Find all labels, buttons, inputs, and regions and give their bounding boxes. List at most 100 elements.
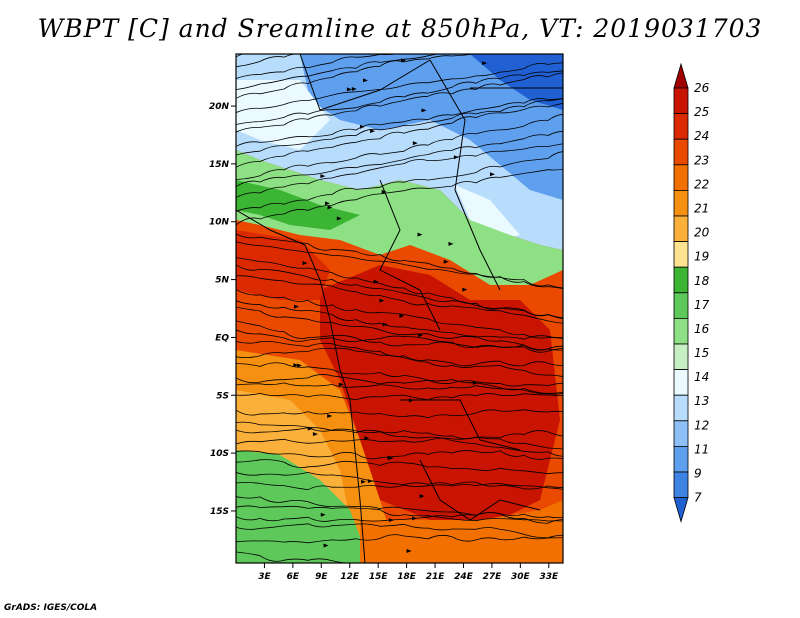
colorbar-swatch [673, 87, 689, 115]
streamline-arrow [362, 78, 368, 83]
colorbar-swatch [673, 266, 689, 294]
darkest-blue-region [470, 54, 563, 110]
lon-tick-label: 12E [340, 572, 360, 582]
colorbar-label: 14 [694, 370, 709, 384]
streamline-arrow [327, 413, 333, 418]
lat-tick-label: 10N [209, 218, 230, 228]
chart-title: WBPT [C] and Sreamline at 850hPa, VT: 20… [37, 14, 763, 43]
streamline-arrow [338, 382, 344, 387]
colorbar-label: 19 [694, 250, 709, 264]
streamline [236, 409, 563, 419]
colorbar-swatch [673, 369, 689, 396]
lon-tick-label: 21E [426, 572, 446, 582]
streamline [236, 130, 563, 188]
streamline [236, 430, 563, 445]
streamline-arrow [327, 205, 333, 210]
streamline [236, 54, 439, 90]
streamline-arrow [361, 479, 367, 484]
streamline [236, 143, 563, 198]
colorbar-label: 11 [694, 442, 709, 456]
streamline [236, 257, 563, 320]
streamline-arrow [399, 313, 405, 318]
streamline-arrow [489, 172, 495, 177]
streamline-arrow [472, 380, 478, 385]
streamline-arrow [379, 298, 385, 303]
colorbar-label: 20 [694, 226, 710, 240]
streamline-arrow [351, 86, 357, 91]
colorbar-label: 25 [694, 105, 709, 119]
lon-tick-label: 27E [483, 572, 503, 582]
green-band [236, 150, 563, 285]
streamline [236, 362, 563, 387]
streamline [236, 241, 563, 289]
streamline [236, 421, 563, 457]
colorbar-label: 26 [694, 81, 710, 95]
lat-tick-label: EQ [215, 333, 229, 343]
colorbar-swatch [673, 189, 689, 217]
streamline-arrow [336, 216, 342, 221]
country-borders [236, 54, 563, 563]
streamline [236, 347, 563, 377]
colorbar-swatch [673, 138, 689, 166]
colorbar-swatch [673, 394, 689, 422]
lon-tick-label: 18E [397, 572, 417, 582]
streamline-arrow [346, 87, 352, 92]
streamline-arrow [373, 279, 379, 284]
streamline-arrow [293, 363, 299, 368]
streamline-arrow [482, 61, 488, 66]
lon-tick-label: 3E [258, 572, 271, 582]
streamline [236, 97, 563, 147]
colorbar-label: 17 [694, 298, 710, 312]
streamline [236, 427, 563, 450]
streamlines [236, 54, 563, 563]
green-dark [236, 180, 360, 230]
streamline-arrow [297, 363, 303, 368]
streamline [236, 551, 357, 563]
streamline-arrow [382, 322, 388, 327]
streamline [236, 54, 297, 68]
streamline [236, 329, 563, 351]
footer-credit: GrADS: IGES/COLA [4, 603, 98, 613]
border-c [379, 179, 441, 331]
streamline-arrow [412, 141, 418, 146]
streamline [236, 62, 563, 113]
border-a [299, 54, 431, 111]
lat-tick-label: 20N [209, 102, 230, 112]
streamline [236, 523, 563, 539]
colorbar-label: 18 [694, 274, 710, 288]
colorbar-label: 24 [694, 129, 709, 143]
colorbar-swatch [673, 241, 689, 268]
lon-tick-label: 15E [369, 572, 389, 582]
colorbar-swatch [673, 343, 689, 371]
streamline-arrow [417, 232, 423, 237]
streamline [236, 382, 563, 395]
colorbar-swatch [673, 471, 689, 499]
lat-tick-label: 5N [215, 276, 229, 286]
colorbar-swatch [673, 317, 689, 345]
streamline [236, 72, 563, 133]
colorbar-label: 13 [694, 394, 709, 408]
streamline-arrow [443, 259, 449, 264]
colorbar-label: 22 [694, 177, 709, 191]
lon-tick-label: 33E [539, 572, 559, 582]
streamline [236, 113, 563, 180]
streamline [236, 300, 563, 351]
streamline [236, 289, 563, 339]
deep-blue-region [300, 54, 563, 200]
streamline [236, 264, 563, 319]
streamline-arrow [370, 129, 376, 134]
border-f [419, 459, 541, 521]
colorbar-label: 23 [694, 153, 709, 167]
streamline-arrow [294, 304, 300, 309]
longitude-axis: 3E 6E 9E 12E 15E 18E 21E 24E 27E 30E 33E [258, 563, 559, 582]
streamline [236, 275, 563, 324]
colorbar: 26 25 24 23 22 21 20 19 18 17 16 15 14 13 12 11 9 7 [673, 62, 710, 524]
border-e [400, 399, 521, 451]
streamline-arrow [448, 241, 454, 246]
streamline [236, 512, 563, 524]
streamline-arrow [320, 174, 326, 179]
lat-tick-label: 10S [210, 449, 229, 459]
streamline-arrow [406, 549, 412, 554]
streamline-arrow [367, 479, 373, 484]
streamline-arrow [388, 456, 394, 461]
